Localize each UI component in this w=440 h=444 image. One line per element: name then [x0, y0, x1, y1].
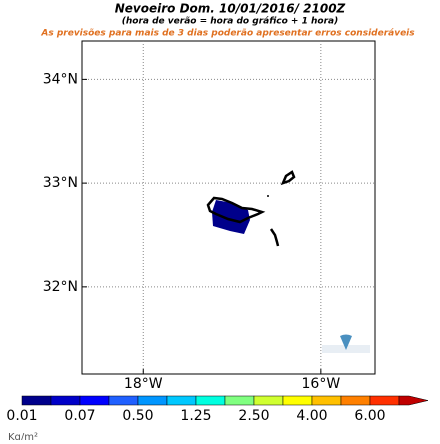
colorbar-cell — [311, 395, 342, 406]
colorbar-label: 0.50 — [122, 408, 153, 424]
colorbar-cell — [224, 395, 255, 406]
colorbar-label: 4.00 — [296, 408, 327, 424]
colorbar-arrow — [398, 395, 429, 406]
colorbar-cell — [79, 395, 110, 406]
warning: As previsões para mais de 3 dias poderão… — [40, 29, 415, 39]
island-porto-santo — [280, 170, 296, 186]
colorbar-label: 1.25 — [180, 408, 211, 424]
colorbar-unit: Kg/m² — [8, 432, 38, 440]
x-tick-label: 18°W — [124, 376, 163, 392]
subtitle: (hora de verão = hora do gráfico + 1 hor… — [122, 17, 338, 27]
colorbar-cell — [21, 395, 52, 406]
colorbar-cell — [282, 395, 313, 406]
colorbar-label: 0.07 — [64, 408, 95, 424]
y-tick-label: 34°N — [43, 71, 78, 87]
colorbar-label: 6.00 — [354, 408, 385, 424]
colorbar-cell — [340, 395, 371, 406]
colorbar-cell — [166, 395, 197, 406]
island-madeira — [206, 196, 266, 224]
y-tick-label: 32°N — [43, 279, 78, 295]
y-tick-label: 33°N — [43, 175, 78, 191]
islet — [267, 195, 269, 197]
island-desertas — [269, 228, 280, 247]
colorbar-cell — [195, 395, 226, 406]
x-tick-label: 16°W — [302, 376, 341, 392]
colorbar-cell — [50, 395, 81, 406]
colorbar-cell — [108, 395, 139, 406]
colorbar-label: 0.01 — [6, 408, 37, 424]
colorbar-cell — [369, 395, 400, 406]
colorbar-cell — [137, 395, 168, 406]
colorbar-label: 2.50 — [238, 408, 269, 424]
colorbar-cell — [253, 395, 284, 406]
logo — [322, 334, 370, 353]
title: Nevoeiro Dom. 10/01/2016/ 2100Z — [115, 2, 346, 16]
